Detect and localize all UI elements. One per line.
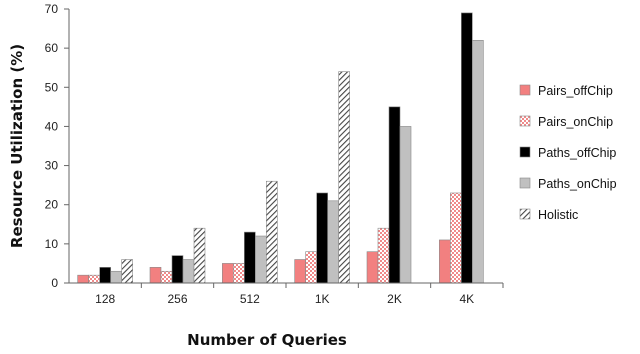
bar-pairs-onchip-2k <box>377 227 390 284</box>
legend-label-paths-offchip: Paths_offChip <box>538 146 616 160</box>
bar-paths-onchip-128 <box>110 270 122 284</box>
bar-pairs-offchip-128 <box>77 274 89 284</box>
bar-pairs-onchip-256 <box>160 270 173 284</box>
bar-pairs-onchip-1k <box>305 251 317 284</box>
x-tick-label: 4K <box>459 292 474 306</box>
x-tick-label: 256 <box>167 292 187 306</box>
x-tick-label: 512 <box>240 292 260 306</box>
x-axis-title: Number of Queries <box>187 331 347 349</box>
bar-holistic-256 <box>193 227 206 284</box>
y-tick-label: 50 <box>45 80 59 94</box>
legend-swatch-paths-onchip <box>519 177 531 189</box>
y-tick-label: 60 <box>45 41 59 55</box>
bar-holistic-512 <box>266 180 278 284</box>
bar-paths-offchip-256 <box>171 255 184 284</box>
bar-pairs-offchip-512 <box>222 263 234 284</box>
bar-paths-onchip-2k <box>399 126 412 284</box>
plot-area <box>77 12 484 284</box>
bar-pairs-onchip-512 <box>233 263 245 284</box>
legend-swatch-pairs-offchip <box>519 84 531 96</box>
y-axis: 0 10 20 30 40 50 60 70 <box>45 2 70 290</box>
x-tick-label: 2K <box>387 292 402 306</box>
bar-paths-offchip-2k <box>388 106 401 284</box>
bar-pairs-offchip-1k <box>294 259 306 284</box>
x-tick-label: 1K <box>315 292 330 306</box>
y-tick-label: 30 <box>45 159 59 173</box>
y-tick-label: 40 <box>45 119 59 133</box>
legend-swatch-pairs-onchip <box>519 115 531 127</box>
bar-pairs-onchip-4k <box>450 192 462 284</box>
legend-swatch-holistic <box>519 208 531 220</box>
legend: Pairs_offChip Pairs_onChip Paths_offChip Pa… <box>519 84 617 222</box>
bar-pairs-offchip-2k <box>366 251 379 284</box>
bar-paths-offchip-128 <box>99 267 111 284</box>
bar-paths-onchip-1k <box>327 200 339 284</box>
bar-paths-offchip-4k <box>461 12 473 284</box>
bar-holistic-1k <box>338 71 350 284</box>
bar-pairs-offchip-4k <box>439 239 451 284</box>
bar-paths-onchip-512 <box>255 235 267 284</box>
y-axis-title: Resource Utilization (%) <box>8 44 26 248</box>
bar-holistic-128 <box>121 259 133 284</box>
bar-pairs-onchip-128 <box>88 274 100 284</box>
x-tick-label: 128 <box>95 292 115 306</box>
legend-label-paths-onchip: Paths_onChip <box>538 177 617 191</box>
bar-paths-onchip-256 <box>182 259 195 284</box>
bar-paths-offchip-512 <box>244 231 256 284</box>
bar-pairs-offchip-256 <box>149 267 162 284</box>
y-tick-label: 20 <box>45 198 59 212</box>
y-tick-label: 70 <box>45 2 59 16</box>
legend-swatch-paths-offchip <box>519 146 531 158</box>
legend-label-pairs-offchip: Pairs_offChip <box>538 84 613 98</box>
y-tick-label: 0 <box>51 276 58 290</box>
legend-label-holistic: Holistic <box>538 208 578 222</box>
bar-paths-offchip-1k <box>316 192 328 284</box>
legend-label-pairs-onchip: Pairs_onChip <box>538 115 613 129</box>
x-axis: 128 256 512 1K 2K 4K <box>69 282 504 306</box>
y-tick-label: 10 <box>45 237 59 251</box>
bar-paths-onchip-4k <box>472 40 484 284</box>
